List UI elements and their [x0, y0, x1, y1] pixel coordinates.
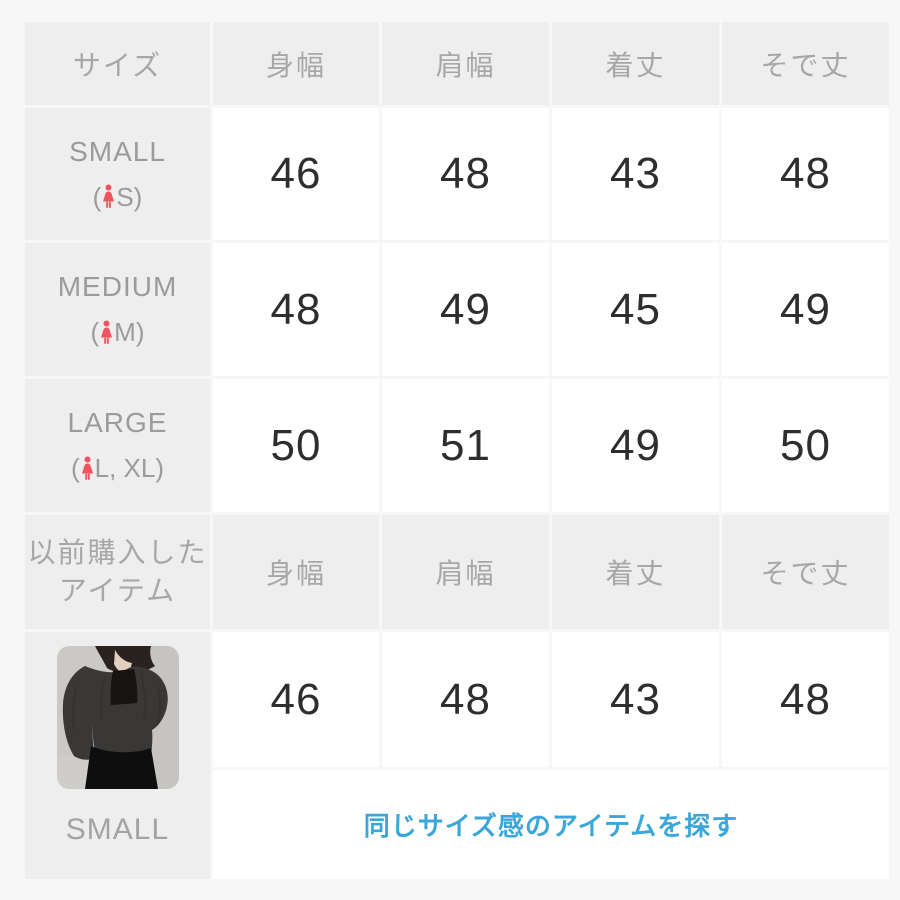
column-header-length: 着丈: [552, 515, 719, 629]
value-cell: 49: [552, 379, 719, 512]
size-variant: ( M ): [90, 317, 145, 347]
size-variant: ( L, XL ): [70, 453, 165, 483]
column-header-body-width: 身幅: [213, 515, 379, 629]
column-header-shoulder-width: 肩幅: [382, 22, 549, 105]
column-header-shoulder-width: 肩幅: [382, 515, 549, 629]
size-variant: ( S ): [92, 181, 143, 212]
value-cell: 45: [552, 243, 719, 376]
value-cell: 48: [213, 243, 379, 376]
find-similar-items-link[interactable]: 同じサイズ感のアイテムを探す: [363, 811, 739, 841]
purchased-item-label-cell: SMALL: [25, 632, 210, 879]
size-chart-table: サイズ 身幅 肩幅 着丈 そで丈 SMALL ( S ) 46 48 43 48…: [25, 22, 889, 879]
female-figure-icon: [101, 320, 113, 344]
value-cell: 46: [213, 108, 379, 240]
column-header-sleeve-length: そで丈: [722, 22, 889, 105]
find-similar-row: 同じサイズ感のアイテムを探す: [213, 770, 889, 879]
column-header-body-width: 身幅: [213, 22, 379, 105]
size-name: SMALL: [69, 135, 166, 167]
purchased-items-header: 以前購入した アイテム: [25, 515, 210, 629]
female-figure-icon: [103, 184, 115, 208]
value-cell: 49: [382, 243, 549, 376]
value-cell: 48: [382, 632, 549, 767]
value-cell: 48: [722, 632, 889, 767]
value-cell: 43: [552, 632, 719, 767]
female-figure-icon: [81, 456, 93, 480]
purchased-item-size-label: SMALL: [65, 813, 170, 846]
value-cell: 50: [213, 379, 379, 512]
size-name: LARGE: [67, 407, 168, 438]
value-cell: 48: [722, 108, 889, 240]
size-row-label-small: SMALL ( S ): [25, 108, 210, 240]
value-cell: 49: [722, 243, 889, 376]
purchased-item-photo: [56, 646, 179, 789]
size-name: MEDIUM: [57, 271, 178, 302]
value-cell: 43: [552, 108, 719, 240]
value-cell: 51: [382, 379, 549, 512]
column-header-size: サイズ: [25, 22, 210, 105]
value-cell: 48: [382, 108, 549, 240]
size-row-label-medium: MEDIUM ( M ): [25, 243, 210, 376]
value-cell: 46: [213, 632, 379, 767]
column-header-sleeve-length: そで丈: [722, 515, 889, 629]
value-cell: 50: [722, 379, 889, 512]
column-header-size-label: サイズ: [72, 49, 163, 81]
size-row-label-large: LARGE ( L, XL ): [25, 379, 210, 512]
column-header-length: 着丈: [552, 22, 719, 105]
